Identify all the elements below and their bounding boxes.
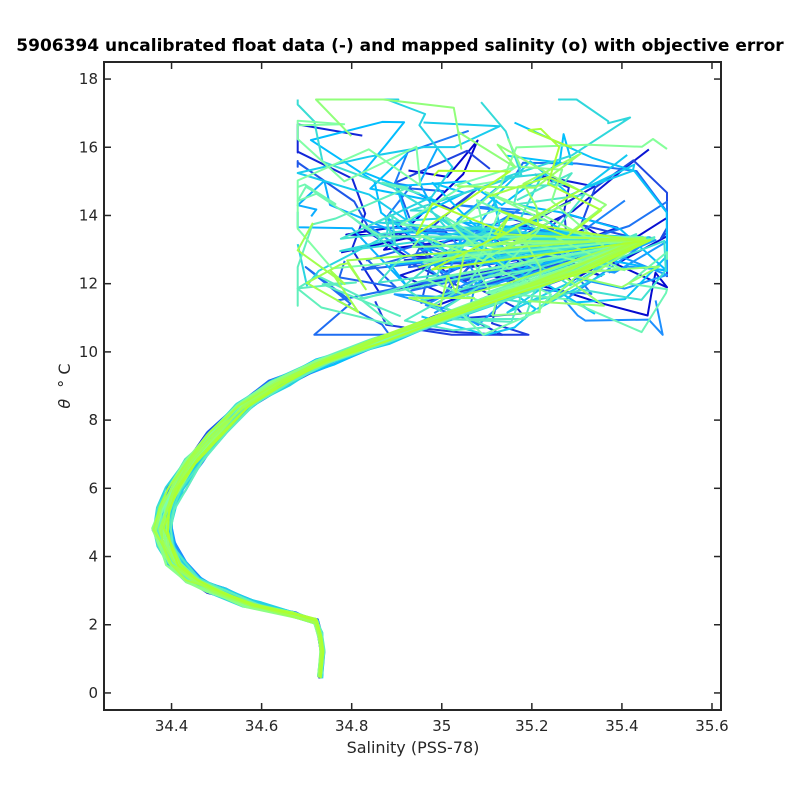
profile-line xyxy=(164,231,646,676)
profile-line xyxy=(166,169,651,679)
x-tick-label: 35.4 xyxy=(605,717,638,735)
x-tick-label: 35.6 xyxy=(695,717,728,735)
x-axis-label: Salinity (PSS-78) xyxy=(347,738,480,757)
y-tick-label: 14 xyxy=(79,206,98,224)
profile-line xyxy=(163,225,651,676)
x-tick-label: 34.6 xyxy=(245,717,278,735)
y-axis-label: θ ° C xyxy=(55,363,74,408)
profile-line xyxy=(156,239,647,676)
chart-title: 5906394 uncalibrated float data (-) and … xyxy=(16,36,784,56)
y-tick-label: 8 xyxy=(88,411,98,429)
x-tick-label: 35.2 xyxy=(515,717,548,735)
x-tick-label: 34.8 xyxy=(335,717,368,735)
profile-line xyxy=(166,240,648,675)
y-tick-label: 18 xyxy=(79,70,98,88)
plot-frame xyxy=(103,61,722,711)
profile-line xyxy=(167,121,651,676)
y-tick-label: 0 xyxy=(88,684,98,702)
svg-text:θ ° C: θ ° C xyxy=(55,363,74,408)
y-tick-label: 10 xyxy=(79,343,98,361)
profile-line xyxy=(165,239,661,677)
profile-lines xyxy=(151,98,668,679)
y-axis-label-symbol: θ xyxy=(55,399,74,409)
profile-line xyxy=(169,181,656,675)
y-tick-label: 4 xyxy=(88,548,98,566)
y-tick-label: 6 xyxy=(88,479,98,497)
x-tick-label: 34.4 xyxy=(155,717,188,735)
profile-line xyxy=(164,240,668,676)
y-tick-label: 16 xyxy=(79,138,98,156)
y-axis-label-unit: ° C xyxy=(55,363,74,387)
y-tick-label: 2 xyxy=(88,616,98,634)
x-tick-label: 35 xyxy=(432,717,451,735)
axis-ticks: 34.4 34.6 34.8 35 35.2 35.4 35.6 0 2 4 6 8 10 12 14 16 1… xyxy=(79,62,729,735)
y-tick-label: 12 xyxy=(79,275,98,293)
